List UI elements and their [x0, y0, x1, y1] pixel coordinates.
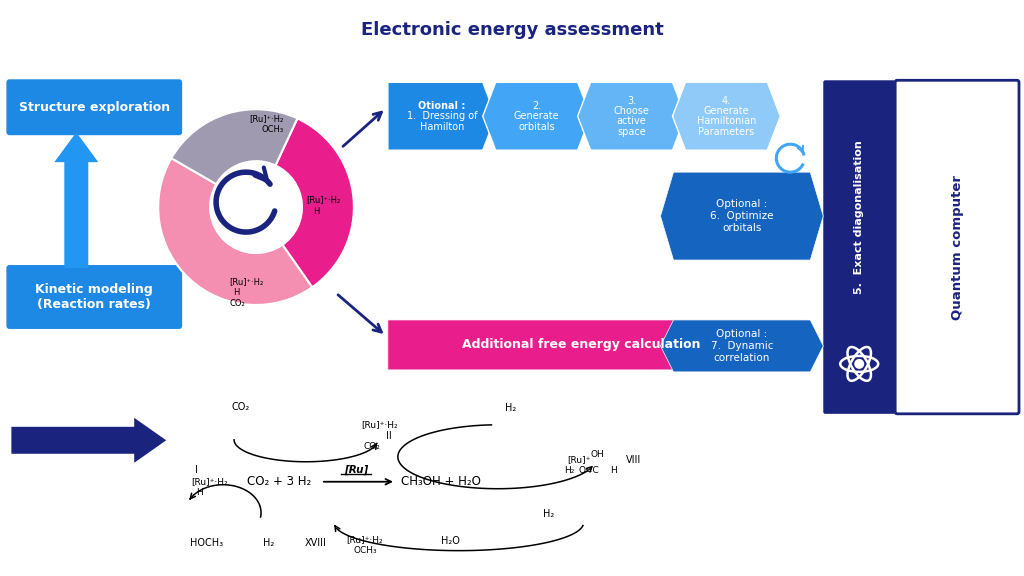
Circle shape [854, 359, 864, 369]
Text: H₂O: H₂O [441, 536, 460, 545]
Text: Optional :
6.  Optimize
orbitals: Optional : 6. Optimize orbitals [710, 199, 774, 233]
Text: OCH₃: OCH₃ [261, 125, 284, 134]
Text: [Ru]⁺·H₂: [Ru]⁺·H₂ [191, 478, 227, 486]
Text: 4.: 4. [722, 96, 731, 105]
Polygon shape [673, 82, 780, 150]
Text: OH: OH [591, 450, 604, 459]
Text: I: I [195, 465, 198, 475]
Wedge shape [171, 109, 297, 184]
FancyBboxPatch shape [895, 80, 1019, 414]
Text: space: space [617, 127, 646, 137]
Text: Generate: Generate [703, 106, 750, 116]
Text: Structure exploration: Structure exploration [18, 101, 170, 113]
Polygon shape [388, 320, 817, 370]
Text: Kinetic modeling
(Reaction rates): Kinetic modeling (Reaction rates) [36, 283, 154, 311]
Text: XVIII: XVIII [305, 537, 327, 548]
Text: HOCH₃: HOCH₃ [189, 537, 222, 548]
Polygon shape [578, 82, 685, 150]
Text: II: II [386, 431, 391, 441]
Text: Quantum computer: Quantum computer [950, 175, 964, 320]
Text: [Ru]: [Ru] [344, 465, 368, 475]
Text: Parameters: Parameters [698, 127, 755, 137]
Text: [Ru]⁺·H₂: [Ru]⁺·H₂ [346, 535, 383, 544]
Text: Hamiltonian: Hamiltonian [696, 116, 756, 127]
Text: H: H [313, 207, 319, 215]
Text: CH₃OH + H₂O: CH₃OH + H₂O [400, 475, 480, 488]
Text: Choose: Choose [613, 106, 649, 116]
Polygon shape [11, 418, 166, 463]
Polygon shape [660, 320, 823, 372]
Text: H₂: H₂ [263, 537, 274, 548]
Polygon shape [388, 82, 496, 150]
Polygon shape [482, 82, 591, 150]
Text: orbitals: orbitals [518, 122, 555, 132]
Text: CO₂: CO₂ [364, 442, 381, 451]
Text: VIII: VIII [626, 455, 641, 465]
Text: 2.: 2. [532, 101, 542, 111]
Wedge shape [275, 119, 354, 287]
Text: 5.  Exact diagonalisation: 5. Exact diagonalisation [854, 140, 864, 294]
Text: OCH₃: OCH₃ [354, 546, 378, 555]
Text: H₂: H₂ [563, 466, 574, 475]
Polygon shape [54, 132, 98, 268]
Text: active: active [616, 116, 646, 127]
Text: 1.  Dressing of: 1. Dressing of [407, 111, 477, 121]
Text: CO₂ + 3 H₂: CO₂ + 3 H₂ [247, 475, 311, 488]
Text: [Ru]⁺·H₂: [Ru]⁺·H₂ [229, 278, 263, 286]
Text: [Ru]⁺·H₂: [Ru]⁺·H₂ [249, 113, 284, 123]
FancyBboxPatch shape [6, 79, 182, 135]
Text: [Ru]⁺·H₂: [Ru]⁺·H₂ [306, 196, 340, 204]
Text: Generate: Generate [514, 111, 559, 121]
Text: H: H [196, 488, 203, 497]
Text: O=C: O=C [579, 466, 599, 475]
Text: Electronic energy assessment: Electronic energy assessment [361, 21, 665, 39]
Polygon shape [660, 172, 823, 260]
FancyBboxPatch shape [823, 80, 895, 414]
Text: CO₂: CO₂ [232, 402, 250, 412]
Text: Otional :: Otional : [418, 101, 466, 111]
Text: Additional free energy calculation: Additional free energy calculation [462, 339, 700, 351]
Text: H: H [610, 466, 617, 475]
Text: Hamilton: Hamilton [420, 122, 464, 132]
Text: H₂: H₂ [543, 509, 554, 519]
Text: [Ru]⁺·H₂: [Ru]⁺·H₂ [360, 420, 397, 429]
Wedge shape [158, 158, 312, 305]
Text: 3.: 3. [627, 96, 636, 105]
Text: H: H [233, 289, 240, 297]
Text: CO₂: CO₂ [229, 300, 245, 309]
Text: Optional :
7.  Dynamic
correlation: Optional : 7. Dynamic correlation [711, 329, 773, 362]
FancyBboxPatch shape [6, 265, 182, 329]
Text: H₂: H₂ [505, 403, 516, 413]
Text: [Ru]⁺: [Ru]⁺ [567, 455, 591, 464]
